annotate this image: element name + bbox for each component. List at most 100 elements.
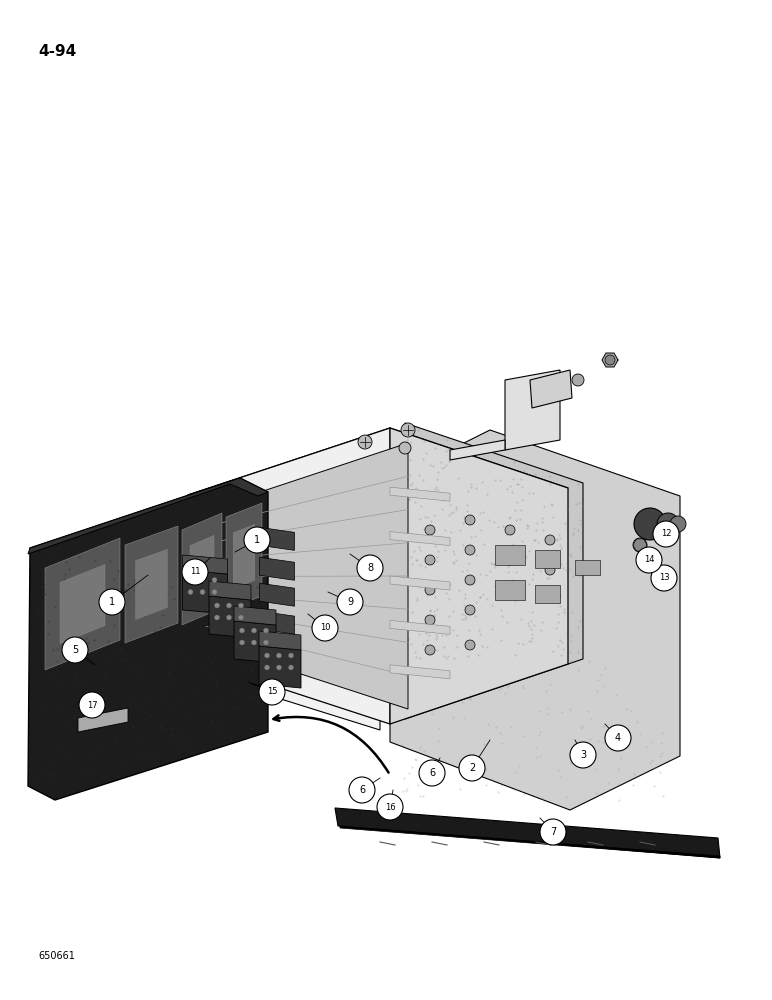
Circle shape xyxy=(200,589,205,594)
Circle shape xyxy=(62,637,88,663)
Text: 7: 7 xyxy=(550,827,556,837)
Circle shape xyxy=(425,555,435,565)
Text: 6: 6 xyxy=(429,768,435,778)
Circle shape xyxy=(605,725,631,751)
Circle shape xyxy=(188,589,193,594)
Text: 13: 13 xyxy=(659,574,669,582)
Polygon shape xyxy=(209,581,251,600)
Polygon shape xyxy=(390,532,450,546)
Circle shape xyxy=(505,525,515,535)
Polygon shape xyxy=(259,631,301,650)
Polygon shape xyxy=(390,428,568,724)
Circle shape xyxy=(399,442,411,454)
Circle shape xyxy=(419,760,445,786)
Polygon shape xyxy=(182,570,228,614)
Text: 8: 8 xyxy=(367,563,373,573)
Circle shape xyxy=(276,653,282,658)
Circle shape xyxy=(633,538,647,552)
Text: 10: 10 xyxy=(320,624,330,633)
Circle shape xyxy=(182,559,208,585)
Circle shape xyxy=(425,615,435,625)
Polygon shape xyxy=(188,500,380,730)
Circle shape xyxy=(226,603,232,608)
Polygon shape xyxy=(505,370,560,450)
Polygon shape xyxy=(125,526,178,643)
Text: 1: 1 xyxy=(254,535,260,545)
Polygon shape xyxy=(188,430,568,560)
Text: 4-94: 4-94 xyxy=(38,44,76,60)
Polygon shape xyxy=(78,708,128,732)
Circle shape xyxy=(634,508,666,540)
Circle shape xyxy=(79,692,105,718)
Circle shape xyxy=(505,555,515,565)
Text: 12: 12 xyxy=(661,530,671,538)
Circle shape xyxy=(377,794,403,820)
Text: 16: 16 xyxy=(384,802,395,812)
Text: 3: 3 xyxy=(580,750,586,760)
Circle shape xyxy=(200,578,205,582)
Circle shape xyxy=(425,525,435,535)
Text: 4: 4 xyxy=(615,733,621,743)
Text: 17: 17 xyxy=(86,700,97,710)
Polygon shape xyxy=(182,555,228,574)
Circle shape xyxy=(545,565,555,575)
Polygon shape xyxy=(390,487,450,501)
Circle shape xyxy=(505,585,515,595)
Circle shape xyxy=(276,665,282,670)
Circle shape xyxy=(263,628,269,633)
Polygon shape xyxy=(206,443,408,709)
Circle shape xyxy=(215,603,219,608)
Circle shape xyxy=(465,575,475,585)
Circle shape xyxy=(252,640,256,645)
Circle shape xyxy=(239,640,245,645)
Circle shape xyxy=(289,653,293,658)
Circle shape xyxy=(212,578,217,582)
Polygon shape xyxy=(390,576,450,590)
Circle shape xyxy=(99,589,125,615)
Circle shape xyxy=(653,521,679,547)
Circle shape xyxy=(401,423,415,437)
Circle shape xyxy=(641,549,659,567)
Circle shape xyxy=(545,535,555,545)
Polygon shape xyxy=(136,549,168,619)
Circle shape xyxy=(239,603,243,608)
Polygon shape xyxy=(340,826,720,858)
Polygon shape xyxy=(495,545,525,565)
Circle shape xyxy=(636,547,662,573)
Polygon shape xyxy=(233,524,255,589)
Polygon shape xyxy=(28,478,268,554)
Polygon shape xyxy=(60,564,105,644)
Circle shape xyxy=(465,545,475,555)
Circle shape xyxy=(651,565,677,591)
Text: 15: 15 xyxy=(267,688,277,696)
Polygon shape xyxy=(234,621,276,663)
Polygon shape xyxy=(190,535,214,603)
Circle shape xyxy=(265,653,269,658)
Text: 650661: 650661 xyxy=(38,951,75,961)
Text: 14: 14 xyxy=(644,556,654,564)
Polygon shape xyxy=(450,440,505,460)
Polygon shape xyxy=(259,611,294,634)
Polygon shape xyxy=(575,560,600,575)
Polygon shape xyxy=(495,580,525,600)
Polygon shape xyxy=(390,665,450,679)
Circle shape xyxy=(252,628,256,633)
Polygon shape xyxy=(259,646,301,688)
Text: 1: 1 xyxy=(109,597,115,607)
Polygon shape xyxy=(209,596,251,638)
Text: 2: 2 xyxy=(469,763,475,773)
Circle shape xyxy=(358,435,372,449)
Circle shape xyxy=(263,640,269,645)
Text: 5: 5 xyxy=(72,645,78,655)
Polygon shape xyxy=(602,353,618,367)
Polygon shape xyxy=(405,423,583,719)
Circle shape xyxy=(259,679,285,705)
Circle shape xyxy=(265,665,269,670)
Circle shape xyxy=(262,685,272,695)
Polygon shape xyxy=(28,478,268,800)
Circle shape xyxy=(605,355,615,365)
Polygon shape xyxy=(182,513,222,625)
Text: 11: 11 xyxy=(190,568,200,576)
Circle shape xyxy=(670,516,686,532)
Circle shape xyxy=(349,777,375,803)
